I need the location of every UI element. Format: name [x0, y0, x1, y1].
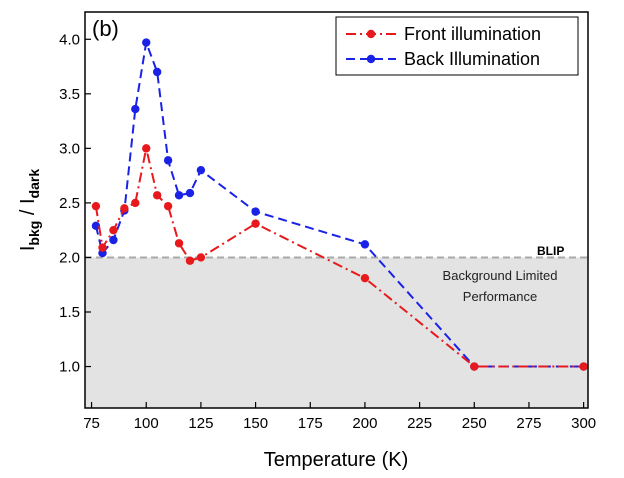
data-point-back [163, 156, 173, 165]
y-tick-label: 4.0 [59, 31, 80, 48]
data-point-front [131, 198, 140, 208]
data-point-front [142, 144, 151, 153]
legend-box [335, 16, 579, 76]
y-tick-label: 2.0 [59, 249, 80, 266]
x-tick-label: 150 [243, 415, 268, 432]
y-tick-label: 1.5 [59, 304, 80, 321]
data-point-front [185, 256, 195, 265]
data-point-front [152, 191, 162, 200]
legend-marker [366, 54, 376, 64]
x-tick-label: 100 [134, 415, 159, 432]
region-label-line1: Background Limited [443, 268, 558, 283]
x-tick-label: 200 [352, 415, 377, 432]
data-point-back [109, 235, 118, 245]
legend: Front illumination Back Illumination [335, 16, 579, 76]
y-tick-label: 2.5 [59, 195, 80, 212]
legend-marker [366, 29, 376, 39]
y-tick-label: 3.0 [59, 140, 80, 157]
data-point-back [131, 104, 140, 114]
data-point-front [109, 225, 118, 235]
data-point-back [142, 38, 151, 47]
data-point-front [91, 201, 101, 211]
data-point-back [185, 188, 195, 198]
y-tick-label: 1.0 [59, 359, 80, 376]
legend-label: Front illumination [404, 24, 541, 44]
blip-region [85, 257, 588, 408]
data-point-back [91, 221, 101, 231]
data-point-front [196, 253, 206, 262]
y-label-sub1: bkg [26, 221, 42, 246]
panel-label: (b) [92, 16, 119, 41]
x-tick-label: 175 [298, 415, 323, 432]
data-point-front [251, 219, 260, 228]
y-tick-label: 3.5 [59, 86, 80, 103]
legend-label: Back Illumination [404, 49, 540, 69]
data-point-front [174, 239, 184, 248]
x-tick-label: 275 [516, 415, 541, 432]
data-point-front [163, 201, 173, 211]
x-tick-label: 250 [462, 415, 487, 432]
data-point-back [174, 191, 184, 200]
y-axis-label: Ibkg / Idark [17, 169, 42, 251]
data-point-back [251, 207, 260, 216]
region-label-line2: Performance [463, 289, 537, 304]
data-point-front [360, 273, 370, 283]
x-tick-label: 300 [571, 415, 596, 432]
plot-frame [84, 11, 589, 409]
data-point-front [579, 362, 588, 371]
y-label-main: I [17, 246, 39, 252]
data-point-front [98, 243, 107, 252]
x-tick-label: 75 [83, 415, 100, 432]
x-axis-label: Temperature (K) [264, 449, 409, 471]
y-label-mid: / I [17, 198, 39, 220]
series-line-front [94, 148, 584, 368]
data-point-back [360, 240, 370, 249]
data-point-front [120, 204, 129, 213]
data-point-back [196, 165, 206, 175]
x-tick-label: 125 [188, 415, 213, 432]
data-point-back [152, 67, 162, 77]
data-point-front [470, 362, 479, 371]
x-tick-label: 225 [407, 415, 432, 432]
threshold-label: BLIP [537, 244, 564, 258]
y-label-sub2: dark [26, 169, 42, 199]
